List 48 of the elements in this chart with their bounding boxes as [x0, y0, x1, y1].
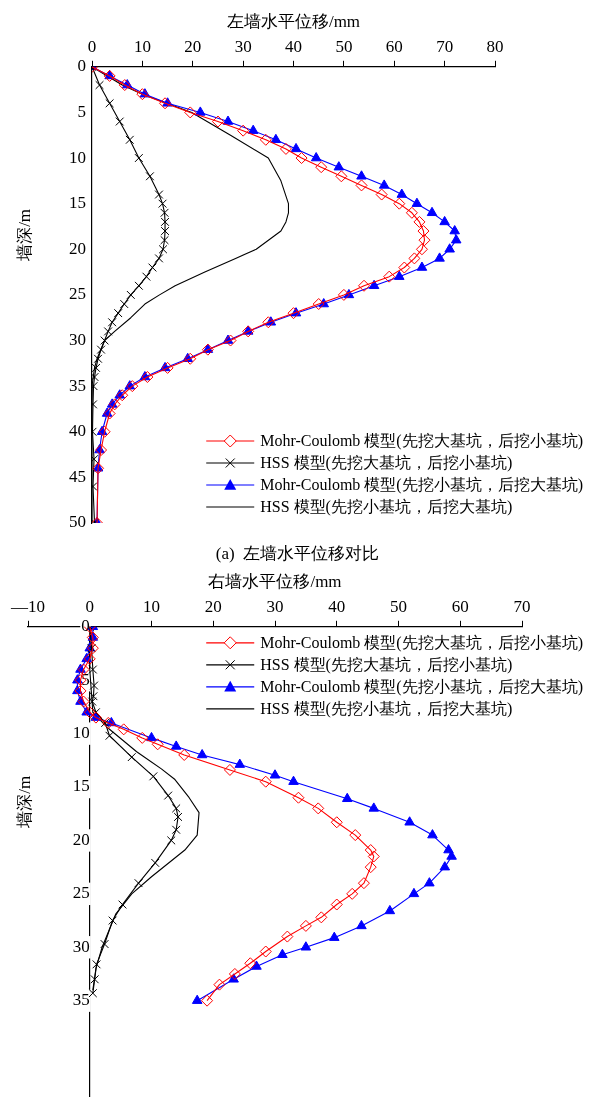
x-axis-title: 左墙水平位移/mm — [226, 11, 361, 31]
x-axis-title: 右墙水平位移/mm — [208, 571, 342, 591]
y-axis-title: 墙深/m — [15, 775, 35, 829]
y-tick-label: 10 — [72, 723, 90, 743]
x-tick-label: 20 — [204, 597, 222, 617]
y-tick-label: 15 — [72, 776, 90, 796]
x-tick-label: 60 — [451, 597, 469, 617]
y-tick-label: 20 — [69, 238, 86, 258]
x-tick-label: 70 — [436, 37, 454, 57]
x-tick-label: 80 — [486, 37, 504, 57]
x-tick-label: 50 — [390, 597, 407, 617]
y-tick-label: 35 — [69, 375, 86, 395]
y-tick-label: 0 — [77, 56, 86, 76]
y-tick-label: 40 — [69, 421, 86, 441]
y-tick-label: 45 — [69, 466, 86, 486]
y-tick-label: 30 — [72, 936, 90, 956]
y-tick-label: 10 — [69, 147, 86, 167]
x-tick-label: 70 — [513, 597, 531, 617]
text: (a) 左墙水平位移对比 — [215, 544, 380, 564]
x-tick-label: 60 — [385, 37, 403, 57]
y-tick-label: 20 — [72, 829, 90, 849]
legend-label: HSS 模型(先挖小基坑，后挖大基坑) — [260, 700, 513, 718]
y-tick-label: 35 — [72, 990, 90, 1010]
y-axis-title: 墙深/m — [15, 208, 35, 262]
x-tick-label: 20 — [184, 37, 202, 57]
x-tick-label: 40 — [328, 597, 346, 617]
y-tick-label: 0 — [81, 616, 90, 636]
x-tick-label: 40 — [285, 37, 302, 57]
x-tick-label: 10 — [143, 597, 160, 617]
y-tick-label: 5 — [77, 101, 86, 121]
legend-label: HSS 模型(先挖大基坑，后挖小基坑) — [260, 454, 513, 473]
x-tick-label: 10 — [133, 37, 151, 57]
x-tick-label: 30 — [266, 597, 284, 617]
x-tick-label: 30 — [234, 37, 252, 57]
y-tick-label: 5 — [81, 669, 90, 689]
legend-label: Mohr-Coulomb 模型(先挖小基坑，后挖大基坑) — [260, 476, 583, 495]
legend-label: Mohr-Coulomb 模型(先挖大基坑，后挖小基坑) — [260, 634, 583, 652]
y-tick-label: 25 — [69, 284, 86, 304]
x-tick-label: 50 — [335, 37, 353, 57]
y-tick-label: 30 — [69, 329, 86, 349]
legend-label: Mohr-Coulomb 模型(先挖小基坑，后挖大基坑) — [260, 678, 583, 696]
x-tick-label: —10 — [10, 597, 45, 617]
y-tick-label: 15 — [69, 193, 86, 213]
y-tick-label: 25 — [72, 883, 90, 903]
legend-label: Mohr-Coulomb 模型(先挖大基坑，后挖小基坑) — [260, 432, 583, 451]
y-tick-label: 50 — [69, 512, 86, 532]
legend-label: HSS 模型(先挖小基坑，后挖大基坑) — [260, 498, 513, 517]
legend-label: HSS 模型(先挖大基坑，后挖小基坑) — [260, 656, 513, 674]
